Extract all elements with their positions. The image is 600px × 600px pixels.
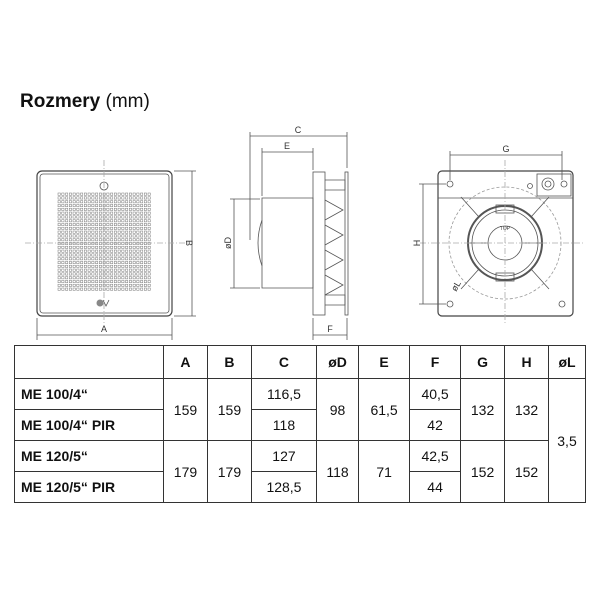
table-row: ME 120/5“ PIR 128,5 44	[14, 471, 586, 503]
header-cell: B	[206, 345, 252, 379]
cell-h: 152	[504, 440, 550, 503]
dim-label-c: C	[295, 125, 302, 135]
model-name: ME 120/5“	[14, 440, 164, 472]
dim-label-a: A	[101, 324, 107, 334]
cell-f: 42	[409, 409, 462, 441]
header-cell: C	[250, 345, 318, 379]
header-cell: øD	[315, 345, 360, 379]
cell-c: 118	[250, 409, 318, 441]
table-row: ME 100/4“ PIR 118 42	[14, 409, 586, 441]
dimension-drawings: A B C E øD F TOP G H	[25, 125, 585, 340]
cell-b: 159	[206, 378, 252, 441]
header-cell: F	[409, 345, 462, 379]
dimensions-table: A B C øD E F G H øL ME 100/4“ 159 159 11…	[14, 345, 586, 503]
cell-d: 118	[315, 440, 360, 503]
front-view: A B	[25, 160, 196, 340]
cell-b: 179	[206, 440, 252, 503]
side-view: C E øD F	[223, 125, 349, 340]
title-text: Rozmery	[20, 91, 101, 112]
header-cell	[14, 345, 164, 379]
grille-dots	[57, 192, 151, 291]
title-unit: (mm)	[105, 91, 150, 112]
cell-f: 42,5	[409, 440, 462, 472]
logo-icon	[96, 299, 110, 307]
cell-g: 152	[460, 440, 506, 503]
cell-e: 61,5	[358, 378, 411, 441]
dim-label-e: E	[284, 141, 290, 151]
cell-h: 132	[504, 378, 550, 441]
dim-label-g: G	[502, 144, 509, 154]
header-cell: A	[163, 345, 208, 379]
header-cell: G	[460, 345, 506, 379]
cell-c: 127	[250, 440, 318, 472]
cell-a: 179	[163, 440, 208, 503]
header-cell: øL	[548, 345, 586, 379]
table-header-row: A B C øD E F G H øL	[14, 345, 586, 379]
header-cell: E	[358, 345, 411, 379]
cell-c: 116,5	[250, 378, 318, 410]
cell-d: 98	[315, 378, 360, 441]
header-cell: H	[504, 345, 550, 379]
cell-l: 3,5	[548, 378, 586, 503]
cell-f: 44	[409, 471, 462, 503]
cell-a: 159	[163, 378, 208, 441]
cell-e: 71	[358, 440, 411, 503]
table-row: ME 120/5“ 179 179 127 118 71 42,5 152 15…	[14, 440, 586, 503]
dim-label-h: H	[412, 240, 422, 247]
cell-c: 128,5	[250, 471, 318, 503]
dim-label-f: F	[327, 324, 333, 334]
dim-label-l: øL	[449, 279, 463, 293]
model-name: ME 100/4“ PIR	[14, 409, 164, 441]
cell-g: 132	[460, 378, 506, 441]
back-view: TOP G H øL	[412, 144, 585, 325]
dim-label-d: øD	[223, 237, 233, 249]
dim-label-b: B	[184, 240, 194, 246]
table-row: ME 100/4“ 159 159 116,5 98 61,5 40,5 132…	[14, 378, 586, 503]
section-title: Rozmery (mm)	[20, 91, 150, 113]
cell-f: 40,5	[409, 378, 462, 410]
model-name: ME 100/4“	[14, 378, 164, 410]
model-name: ME 120/5“ PIR	[14, 471, 164, 503]
